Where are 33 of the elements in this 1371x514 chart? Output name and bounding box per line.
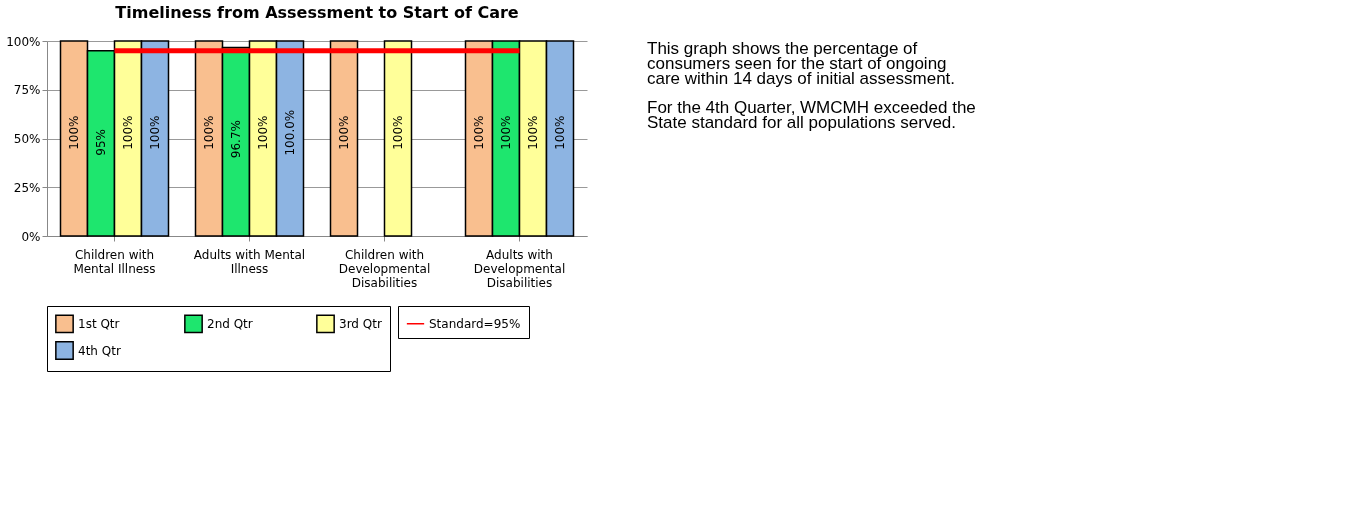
y-tick-label: 50%: [13, 132, 41, 146]
x-tick-label: Children with Mental Illness: [73, 247, 156, 276]
text: This graph shows the percentage of consumers seen for the start of ongoing care within 14 days of initial assessment.: [647, 39, 956, 88]
bar: [329, 40, 359, 237]
legend-label: 2nd Qtr: [207, 316, 253, 331]
data-label: 100.0%: [283, 109, 297, 156]
x-tick-label: Adults with Developmental Disabilities: [473, 247, 566, 290]
data-label: 100%: [148, 115, 162, 150]
data-label: 96.7%: [229, 120, 243, 159]
data-label: 100%: [256, 115, 270, 150]
y-tick-label: 0%: [21, 229, 41, 244]
y-tick-label: 75%: [13, 83, 41, 98]
data-label: 100%: [121, 115, 135, 150]
legend-label: 3rd Qtr: [339, 316, 382, 331]
data-label: 95%: [94, 129, 108, 156]
legend-label: Standard=95%: [429, 316, 521, 331]
legend-label: 1st Qtr: [78, 316, 120, 331]
data-label: 100%: [67, 115, 81, 150]
data-label: 100%: [499, 115, 513, 150]
text: For the 4th Quarter, WMCMH exceeded the State standard for all populations served.: [647, 98, 976, 132]
x-tick-label: Adults with Mental Illness: [193, 247, 306, 276]
y-tick-label: 25%: [13, 180, 41, 195]
data-label: 100%: [391, 115, 405, 150]
y-tick-label: 100%: [6, 34, 41, 49]
data-label: 100%: [553, 115, 567, 150]
data-label: 100%: [337, 115, 351, 150]
data-label: 100%: [202, 115, 216, 150]
data-label: 100%: [526, 115, 540, 150]
chart-title: Timeliness from Assessment to Start of Care: [115, 3, 519, 22]
data-label: 100%: [472, 115, 486, 150]
legend-label: 4th Qtr: [78, 343, 121, 358]
bar: [383, 40, 413, 237]
x-tick-label: Children with Developmental Disabilities: [338, 247, 431, 290]
